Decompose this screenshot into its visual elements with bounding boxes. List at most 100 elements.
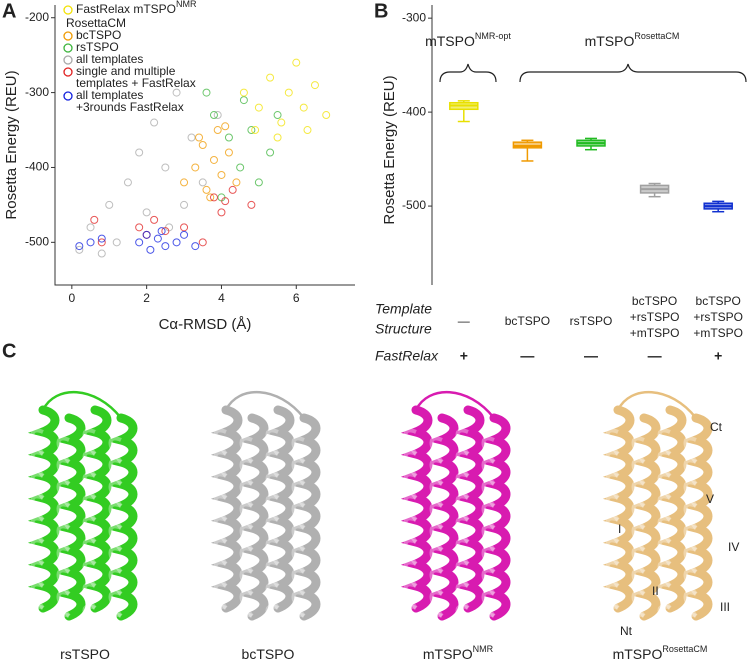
- helix-shade: [30, 516, 45, 544]
- label-main: bcTSPO: [242, 646, 295, 662]
- helix-shade: [481, 436, 496, 464]
- helix-shade: [213, 450, 228, 478]
- label-sup: NMR-opt: [475, 31, 512, 41]
- legend-label: all templates: [76, 88, 143, 102]
- point: [217, 208, 226, 217]
- helix: [680, 413, 713, 621]
- point: [105, 200, 114, 209]
- x-tick-label: 2: [143, 291, 150, 305]
- point: [232, 178, 241, 187]
- helix-shade: [56, 546, 71, 574]
- helix-shade: [455, 472, 470, 500]
- helix-shade: [213, 582, 228, 610]
- helix-shade: [605, 516, 620, 544]
- legend-label: templates + FastRelax: [76, 76, 196, 90]
- y-tick-label: -500: [402, 198, 426, 212]
- helix-shade: [82, 472, 97, 500]
- helix-label: Ct: [710, 420, 723, 434]
- helix-shade: [683, 546, 698, 574]
- x-tick-label: 0: [68, 291, 75, 305]
- helix-shade: [213, 428, 228, 456]
- point: [161, 242, 170, 251]
- helix-shade: [265, 560, 280, 588]
- helix-shade: [429, 502, 444, 530]
- label-sup: NMR: [176, 0, 197, 9]
- point: [303, 126, 312, 135]
- helix-shade: [605, 560, 620, 588]
- label: mTSPONMR-opt: [425, 31, 511, 48]
- point: [221, 197, 230, 206]
- helix-shade: [291, 524, 306, 552]
- legend-marker: [63, 91, 73, 101]
- helix-shade: [291, 458, 306, 486]
- point: [202, 185, 211, 194]
- helix-shade: [429, 436, 444, 464]
- point: [191, 163, 200, 172]
- helix-shade: [108, 590, 123, 618]
- point: [86, 238, 95, 247]
- point: [172, 88, 181, 97]
- helix-shade: [56, 480, 71, 508]
- helix-shade: [265, 450, 280, 478]
- helix-shade: [631, 612, 646, 640]
- helix-shade: [403, 516, 418, 544]
- helix-shade: [403, 428, 418, 456]
- category-label: +mTSPO: [630, 326, 680, 340]
- helix-shade: [108, 612, 123, 640]
- helix-shade: [265, 472, 280, 500]
- helix-shade: [56, 568, 71, 596]
- point: [254, 103, 263, 112]
- legend-marker: [63, 67, 73, 77]
- helix-shade: [56, 590, 71, 618]
- helix-shade: [683, 436, 698, 464]
- helix-shade: [30, 428, 45, 456]
- x-tick-label: 4: [218, 291, 225, 305]
- point: [75, 245, 84, 254]
- label: rsTSPO: [60, 646, 110, 662]
- point: [251, 126, 260, 135]
- helix-shade: [239, 612, 254, 640]
- label-main: mTSPO: [585, 33, 635, 49]
- helix-shade: [631, 568, 646, 596]
- helix-shade: [631, 502, 646, 530]
- category-label: +rsTSPO: [630, 310, 680, 324]
- point: [213, 126, 222, 135]
- helix-shade: [239, 524, 254, 552]
- helix-shade: [265, 428, 280, 456]
- helix: [478, 413, 511, 621]
- label-sup: RosettaCM: [634, 31, 679, 41]
- helix-shade: [82, 538, 97, 566]
- helix-shade: [213, 604, 228, 632]
- helix-shade: [455, 450, 470, 478]
- label-main: mTSPO: [425, 33, 475, 49]
- helix-shade: [56, 524, 71, 552]
- helix-shade: [657, 450, 672, 478]
- point: [213, 111, 222, 120]
- helix-shade: [82, 450, 97, 478]
- helix-shade: [631, 436, 646, 464]
- y-tick-label: -200: [25, 10, 49, 24]
- row-label: Structure: [375, 321, 432, 337]
- helix-shade: [631, 590, 646, 618]
- loop: [41, 390, 122, 419]
- point: [112, 238, 121, 247]
- point: [153, 234, 162, 243]
- helix-shade: [239, 568, 254, 596]
- helix-shade: [239, 590, 254, 618]
- helix-shade: [657, 582, 672, 610]
- structure: [602, 390, 713, 640]
- helix-shade: [56, 612, 71, 640]
- helix-shade: [683, 480, 698, 508]
- x-axis-label: Cα-RMSD (Å): [159, 316, 252, 333]
- legend-label: rsTSPO: [76, 40, 119, 54]
- helix-shade: [657, 538, 672, 566]
- helix-shade: [265, 604, 280, 632]
- label-main: FastRelax mTSPO: [76, 2, 176, 16]
- helix-shade: [108, 546, 123, 574]
- point: [123, 178, 132, 187]
- y-tick-label: -500: [25, 234, 49, 248]
- helix-shade: [683, 502, 698, 530]
- helix-shade: [631, 546, 646, 574]
- helix-shade: [291, 546, 306, 574]
- fastrelax-label: —: [648, 348, 662, 364]
